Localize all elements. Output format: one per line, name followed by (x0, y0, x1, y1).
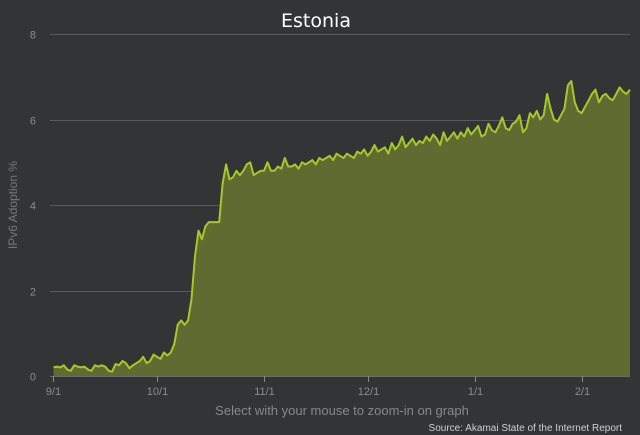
x-tick-label: 1/1 (468, 386, 483, 398)
y-tick-label: 8 (30, 30, 36, 42)
source-credit: Source: Akamai State of the Internet Rep… (429, 423, 623, 434)
chart-title: Estonia (281, 10, 351, 32)
x-tick-label: 10/1 (147, 386, 168, 398)
data-area (53, 80, 631, 376)
series-line (53, 80, 631, 373)
y-tick-label: 6 (30, 116, 36, 128)
x-axis: 9/1 10/1 11/1 12/1 1/1 2/1 (46, 376, 630, 398)
zoom-hint: Select with your mouse to zoom-in on gra… (215, 403, 469, 418)
y-axis-label: IPv6 Adoption % (6, 161, 20, 249)
x-tick-label: 2/1 (575, 386, 590, 398)
x-tick-label: 9/1 (46, 386, 61, 398)
y-tick-label: 2 (30, 287, 36, 299)
x-tick-label: 12/1 (358, 386, 379, 398)
y-tick-label: 4 (30, 201, 36, 213)
y-tick-label: 0 (30, 372, 36, 384)
x-tick-label: 11/1 (254, 386, 275, 398)
y-axis: 0 2 4 6 8 (30, 30, 36, 384)
area-fill (53, 81, 630, 376)
